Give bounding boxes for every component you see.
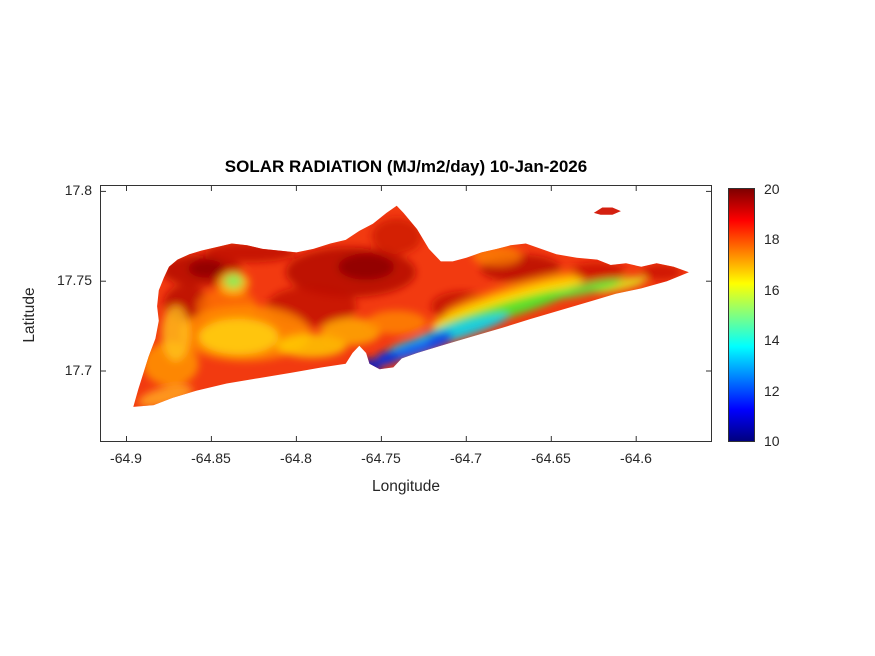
colorbar-tick-4: 12 [764, 383, 780, 399]
colorbar-tick-2: 16 [764, 282, 780, 298]
radiation-patch [198, 318, 279, 355]
radiation-patch [224, 274, 243, 289]
islet [593, 207, 621, 215]
colorbar-tick-1: 18 [764, 231, 780, 247]
radiation-patch [425, 331, 453, 346]
y-tick-label-1: 17.75 [56, 272, 92, 288]
y-axis-label: Latitude [21, 287, 38, 343]
radiation-patch [552, 278, 622, 299]
x-tick-label-4: -64.7 [450, 450, 482, 466]
radiation-patch [188, 259, 225, 278]
chart-title: SOLAR RADIATION (MJ/m2/day) 10-Jan-2026 [224, 157, 588, 176]
colorbar-tick-0: 20 [764, 181, 780, 197]
solar-radiation-heatmap [101, 186, 711, 441]
colorbar-gradient [729, 189, 754, 441]
radiation-patch [338, 253, 395, 280]
radiation-patch [366, 310, 427, 335]
axis-tick-marks [101, 186, 711, 441]
y-tick-label-0: 17.8 [64, 182, 92, 198]
radiation-patch [569, 262, 626, 283]
radiation-patch [320, 317, 381, 346]
colorbar-tick-5: 10 [764, 433, 780, 449]
colorbar [728, 188, 755, 442]
x-axis-label: Longitude [371, 478, 441, 495]
x-tick-label-6: -64.6 [620, 450, 652, 466]
x-tick-label-3: -64.75 [361, 450, 401, 466]
colorbar-tick-3: 14 [764, 332, 780, 348]
y-tick-label-2: 17.7 [64, 362, 92, 378]
x-tick-label-1: -64.85 [191, 450, 231, 466]
radiation-patch [354, 358, 381, 377]
plot-area [100, 185, 712, 442]
radiation-patch [371, 218, 422, 255]
x-tick-label-2: -64.8 [280, 450, 312, 466]
radiation-patch [161, 305, 190, 362]
radiation-patch [205, 242, 296, 263]
radiation-patch [641, 264, 682, 281]
radiation-patch [374, 350, 399, 366]
radiation-patch [471, 246, 522, 266]
x-tick-label-5: -64.65 [531, 450, 571, 466]
radiation-patch [138, 385, 193, 407]
x-tick-label-0: -64.9 [110, 450, 142, 466]
